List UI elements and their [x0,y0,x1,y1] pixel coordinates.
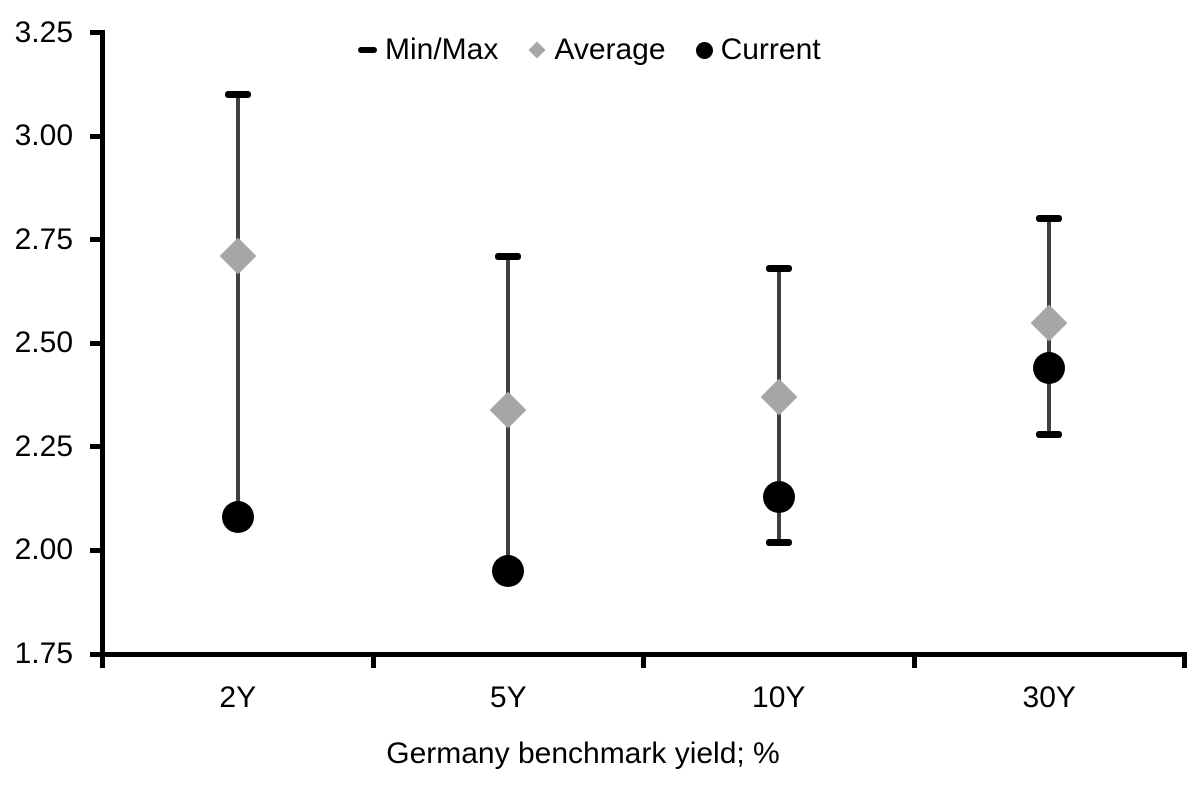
y-tick-label: 2.75 [14,222,73,256]
x-tick-label: 10Y [752,681,806,714]
y-axis-tick [90,133,102,139]
average-marker-2Y [219,237,257,275]
max-cap-5Y [495,252,522,260]
average-marker-5Y [489,391,527,428]
y-tick-label: 1.75 [14,637,73,670]
x-axis-tick [370,652,376,668]
x-axis-tick [641,652,646,668]
x-axis-tick [911,652,917,668]
y-axis-tick [90,651,102,657]
legend-label-minmax: Min/Max [385,33,499,66]
min-cap-30Y [1036,430,1063,438]
y-axis-line [100,30,105,657]
y-tick-label: 3.25 [14,15,73,49]
legend-label-current: Current [720,33,821,66]
x-axis-tick [1182,652,1187,668]
legend-item-current: Current [695,33,821,67]
minmax-dash-icon [358,47,377,53]
y-axis-tick [90,547,102,553]
max-cap-2Y [224,91,251,99]
y-tick-label: 2.00 [14,533,73,567]
x-tick-label: 30Y [1022,681,1076,714]
y-tick-label: 3.00 [14,119,73,153]
current-marker-10Y [762,480,795,513]
y-axis-tick [90,30,102,35]
y-axis-tick [90,237,102,243]
current-marker-30Y [1033,352,1066,385]
y-axis-tick [90,340,102,346]
current-marker-5Y [492,555,525,588]
average-diamond-icon-box [528,41,546,59]
legend-label-average: Average [554,33,666,66]
x-tick-label: 2Y [219,681,257,714]
x-axis-tick [100,652,105,668]
legend-item-average: Average [528,33,666,67]
range-line-2Y [235,94,240,518]
average-marker-30Y [1030,304,1068,341]
x-tick-label: 5Y [489,681,527,714]
average-marker-10Y [760,378,798,416]
current-circle-icon [695,41,713,59]
max-cap-10Y [765,265,792,273]
max-cap-30Y [1036,215,1063,223]
y-axis-tick [90,444,102,450]
y-tick-label: 2.50 [14,326,73,360]
average-diamond-icon [528,41,546,59]
legend-item-minmax: Min/Max [358,33,498,67]
current-marker-2Y [221,501,254,534]
chart-legend: Min/Max Average Current [358,30,821,70]
x-axis-title: Germany benchmark yield; % [386,737,780,770]
y-tick-label: 2.25 [14,429,73,463]
min-cap-10Y [765,538,792,546]
